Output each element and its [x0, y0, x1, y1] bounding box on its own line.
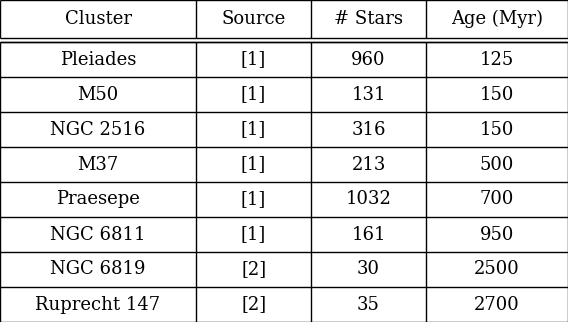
Text: 131: 131 — [351, 86, 386, 103]
Text: [1]: [1] — [241, 120, 266, 138]
Text: # Stars: # Stars — [334, 10, 403, 28]
Text: [1]: [1] — [241, 225, 266, 243]
Text: 125: 125 — [480, 51, 514, 69]
Text: 2500: 2500 — [474, 260, 520, 279]
Text: Praesepe: Praesepe — [56, 191, 140, 209]
Text: [1]: [1] — [241, 191, 266, 209]
Text: 950: 950 — [480, 225, 514, 243]
Text: NGC 6811: NGC 6811 — [51, 225, 146, 243]
Text: M50: M50 — [77, 86, 119, 103]
Text: M37: M37 — [77, 156, 119, 174]
Text: [1]: [1] — [241, 86, 266, 103]
Text: 500: 500 — [480, 156, 514, 174]
Text: 150: 150 — [480, 120, 514, 138]
Text: [1]: [1] — [241, 156, 266, 174]
Text: Age (Myr): Age (Myr) — [451, 10, 543, 28]
Text: Pleiades: Pleiades — [60, 51, 136, 69]
Text: Ruprecht 147: Ruprecht 147 — [35, 296, 161, 314]
Text: 960: 960 — [351, 51, 386, 69]
Text: 316: 316 — [351, 120, 386, 138]
Text: 35: 35 — [357, 296, 380, 314]
Text: NGC 6819: NGC 6819 — [51, 260, 146, 279]
Text: Source: Source — [222, 10, 286, 28]
Text: 161: 161 — [351, 225, 386, 243]
Text: Cluster: Cluster — [65, 10, 132, 28]
Text: 700: 700 — [480, 191, 514, 209]
Text: [2]: [2] — [241, 260, 266, 279]
Text: 1032: 1032 — [345, 191, 391, 209]
Text: 2700: 2700 — [474, 296, 520, 314]
Text: 30: 30 — [357, 260, 380, 279]
Text: 213: 213 — [352, 156, 386, 174]
Text: NGC 2516: NGC 2516 — [51, 120, 145, 138]
Text: [1]: [1] — [241, 51, 266, 69]
Text: 150: 150 — [480, 86, 514, 103]
Text: [2]: [2] — [241, 296, 266, 314]
